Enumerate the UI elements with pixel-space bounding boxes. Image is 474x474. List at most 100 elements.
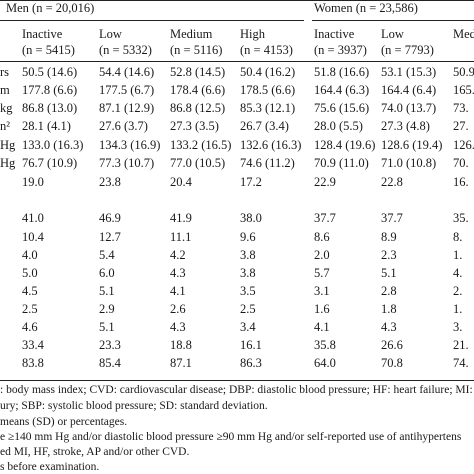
table-cell: 37.7 [381, 211, 403, 225]
table-cell: 2.6 [170, 302, 186, 316]
table-cell: 4.6 [22, 320, 38, 334]
table-cell: 4.0 [22, 248, 38, 262]
column-name: Med [453, 27, 474, 41]
table-cell: 28.1 (4.1) [22, 119, 71, 133]
column-n: (n = 5332) [99, 43, 152, 57]
table-cell: 2.8 [381, 284, 397, 298]
table-cell: 51.8 (16.6) [314, 65, 370, 79]
table-cell: 165. [453, 83, 474, 97]
table-cell: 50.9 [453, 65, 474, 79]
table-cell: 75.6 (15.6) [314, 101, 370, 115]
row-label: rs [0, 65, 10, 79]
table-cell: 38.0 [240, 211, 262, 225]
table-cell: 50.5 (14.6) [22, 65, 78, 79]
table-cell: 3.8 [240, 266, 256, 280]
table-cell: 18.8 [170, 338, 192, 352]
table-cell: 5.1 [381, 266, 397, 280]
table-cell: 4.2 [170, 248, 186, 262]
row-label: n² [0, 119, 10, 133]
table-cell: 4.3 [170, 266, 186, 280]
table-cell: 8.6 [314, 230, 330, 244]
column-header: Med [453, 26, 474, 42]
table-cell: 64.0 [314, 356, 336, 370]
table-cell: 5.7 [314, 266, 330, 280]
table-row: 2.5 2.9 2.6 2.5 1.6 1.8 1. [0, 302, 474, 320]
table-cell: 16. [453, 175, 469, 189]
table-cell: 1. [453, 302, 463, 316]
table-cell: 71.0 (10.8) [381, 156, 437, 170]
table-cell: 53.1 (15.3) [381, 65, 437, 79]
table-cell: 126. [453, 138, 474, 152]
table-cell: 2.0 [314, 248, 330, 262]
table-cell: 17.2 [240, 175, 262, 189]
table-cell: 5.4 [99, 248, 115, 262]
row-label: kg [0, 101, 13, 115]
table-cell: 83.8 [22, 356, 44, 370]
table-row: rs 50.5 (14.6) 54.4 (14.6) 52.8 (14.5) 50.4 … [0, 65, 474, 83]
table-cell: 54.4 (14.6) [99, 65, 155, 79]
table-cell: 70.8 [381, 356, 403, 370]
column-header: High (n = 4153) [240, 26, 293, 58]
column-name: Inactive [314, 27, 355, 41]
footnote-abbreviations: : body mass index; CVD: cardiovascular d… [0, 384, 474, 396]
table-bottom-rule [0, 380, 474, 381]
table-cell: 27.3 (4.8) [381, 119, 430, 133]
table-cell: 132.6 (16.3) [240, 138, 302, 152]
table-cell: 70.9 (11.0) [314, 156, 369, 170]
table-row: 4.0 5.4 4.2 3.8 2.0 2.3 1. [0, 248, 474, 266]
table-cell: 46.9 [99, 211, 121, 225]
table-cell: 2.5 [240, 302, 256, 316]
table-cell: 178.4 (6.6) [170, 83, 226, 97]
table-cell: 52.8 (14.5) [170, 65, 226, 79]
column-n: (n = 5116) [170, 43, 223, 57]
table-cell: 3.4 [240, 320, 256, 334]
table-cell: 74.6 (11.2) [240, 156, 295, 170]
footnote-values: means (SD) or percentages. [0, 416, 128, 428]
table-cell: 87.1 [170, 356, 192, 370]
table-row: 33.4 23.3 18.8 16.1 35.8 26.6 21. [0, 338, 474, 356]
table-cell: 6.0 [99, 266, 115, 280]
column-header: Low (n = 5332) [99, 26, 152, 58]
table-cell: 26.7 (3.4) [240, 119, 289, 133]
table-cell: 164.4 (6.4) [381, 83, 437, 97]
column-n: (n = 5415) [22, 43, 75, 57]
table-row: 41.0 46.9 41.9 38.0 37.7 37.7 35. [0, 211, 474, 229]
table-cell: 4.1 [170, 284, 186, 298]
table-cell: 28.0 (5.5) [314, 119, 363, 133]
footnote-examination: s before examination. [0, 461, 100, 473]
table-row: n² 28.1 (4.1) 27.6 (3.7) 27.3 (3.5) 26.7 (3.… [0, 119, 474, 137]
table-row: 5.0 6.0 4.3 3.8 5.7 5.1 4. [0, 266, 474, 284]
women-group-rule [312, 20, 474, 21]
table-cell: 16.1 [240, 338, 262, 352]
table-cell: 1. [453, 248, 463, 262]
table-cell: 128.4 (19.6) [314, 138, 376, 152]
column-name: Low [99, 27, 122, 41]
table-row: 83.8 85.4 87.1 86.3 64.0 70.8 74. [0, 356, 474, 374]
column-name: High [240, 27, 265, 41]
men-group-rule [0, 20, 304, 21]
table-cell: 10.4 [22, 230, 44, 244]
footnote-cvd: ed MI, HF, stroke, AP and/or other CVD. [0, 446, 190, 458]
table-row: Hg 133.0 (16.3) 134.3 (16.9) 133.2 (16.5) 13… [0, 138, 474, 156]
table-cell: 2.5 [22, 302, 38, 316]
table-cell: 2. [453, 284, 463, 298]
table-cell: 87.1 (12.9) [99, 101, 155, 115]
table-cell: 3.1 [314, 284, 330, 298]
table-cell: 8. [453, 230, 463, 244]
table-row: 4.5 5.1 4.1 3.5 3.1 2.8 2. [0, 284, 474, 302]
table-cell: 5.1 [99, 320, 115, 334]
table-cell: 86.3 [240, 356, 262, 370]
row-label: m [0, 83, 10, 97]
table-cell: 41.0 [22, 211, 44, 225]
column-header: Low (n = 7793) [381, 26, 434, 58]
table-cell: 164.4 (6.3) [314, 83, 370, 97]
table-cell: 20.4 [170, 175, 192, 189]
table-cell: 4.1 [314, 320, 330, 334]
table-cell: 12.7 [99, 230, 121, 244]
table-cell: 4.5 [22, 284, 38, 298]
table-cell: 27.6 (3.7) [99, 119, 148, 133]
table-row: kg 86.8 (13.0) 87.1 (12.9) 86.8 (12.5) 85.3 … [0, 101, 474, 119]
table-cell: 3.5 [240, 284, 256, 298]
table-cell: 85.3 (12.1) [240, 101, 296, 115]
table-cell: 23.3 [99, 338, 121, 352]
